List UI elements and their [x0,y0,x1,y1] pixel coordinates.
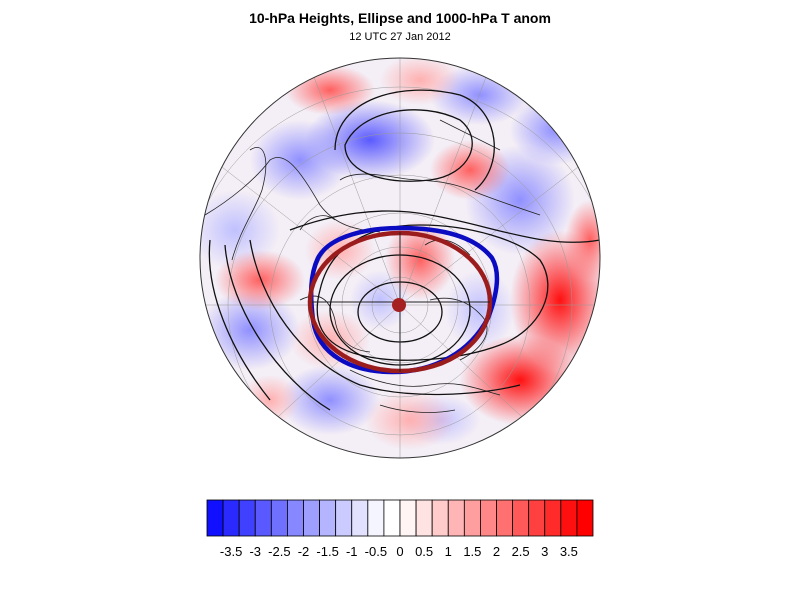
colorbar-box [480,499,497,537]
globe-outline [199,57,601,459]
colorbar-box [270,499,288,537]
colorbar-tick-label: -3 [249,544,261,559]
colorbar-boxes [206,499,594,537]
coastlines [204,119,541,413]
colorbar-box [512,499,530,537]
colorbar-tick-label: -2 [298,544,310,559]
height-contours [208,89,600,411]
colorbar-box [447,499,465,537]
colorbar-labels: -3.5 -3 -2.5 -2 -1.5 -1 -0.5 0 0.5 1 1.5 2 2.5 3 3.5 [220,544,578,559]
colorbar-box [463,499,481,537]
colorbar-tick-label: -0.5 [365,544,387,559]
vortex-center-marker [392,298,406,312]
colorbar-box [222,499,240,537]
colorbar-box [496,499,513,537]
colorbar-box [399,499,417,537]
colorbar-box [528,499,546,537]
colorbar-box [335,499,353,537]
colorbar-box [319,499,337,537]
chart-title: 10-hPa Heights, Ellipse and 1000-hPa T a… [249,10,551,26]
colorbar-box [206,499,224,537]
colorbar-tick-label: 1.5 [463,544,481,559]
colorbar-box [351,499,369,537]
colorbar-box [238,499,256,537]
colorbar-tick-label: -3.5 [220,544,242,559]
colorbar-box [383,499,401,537]
colorbar-tick-label: -1 [346,544,358,559]
colorbar-box [576,499,594,537]
colorbar-box [560,499,578,537]
colorbar-box [303,499,320,537]
colorbar-tick-label: 1 [445,544,452,559]
colorbar-box [415,499,433,537]
colorbar-tick-label: 3.5 [560,544,578,559]
colorbar-box [287,499,304,537]
colorbar-box [254,499,272,537]
colorbar-tick-label: 2.5 [512,544,530,559]
colorbar-tick-label: 3 [541,544,548,559]
colorbar-tick-label: 2 [493,544,500,559]
colorbar-tick-label: 0 [396,544,403,559]
colorbar-tick-label: -2.5 [268,544,290,559]
colorbar-box [544,499,562,537]
chart-subtitle: 12 UTC 27 Jan 2012 [349,31,451,43]
colorbar-tick-label: -1.5 [316,544,338,559]
colorbar-box [367,499,385,537]
colorbar-tick-label: 0.5 [415,544,433,559]
colorbar-box [431,499,449,537]
